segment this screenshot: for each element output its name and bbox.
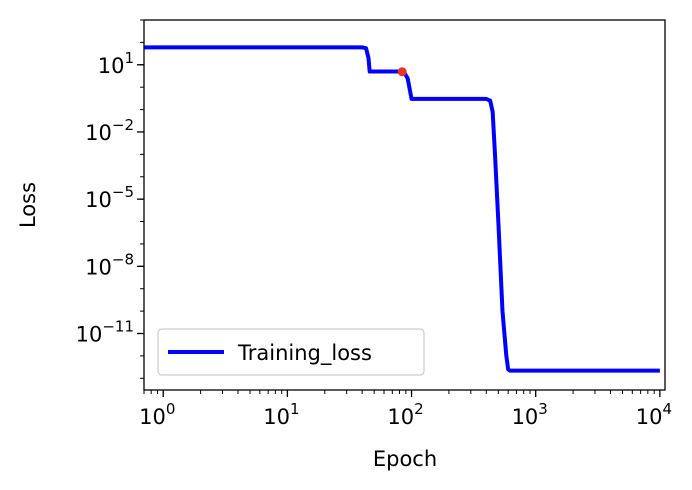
y-tick-exponent: −5 [112,183,134,201]
y-axis-label: Loss [16,182,40,228]
x-tick-label: 101 [263,400,299,429]
y-tick-exponent: −2 [112,116,134,134]
series-line-0 [144,45,660,373]
x-tick-label: 103 [512,400,548,429]
plot-frame [143,19,666,391]
y-tick-label: 10−2 [85,116,134,145]
x-tick-exponent: 1 [290,400,300,418]
x-tick-label: 102 [387,400,423,429]
y-tick-label: 101 [98,49,134,78]
y-tick-base: 10 [85,255,112,279]
y-tick-exponent: −11 [102,318,134,336]
x-tick-label: 104 [636,400,672,429]
y-tick-exponent: −8 [112,250,134,268]
y-tick-base: 10 [85,121,112,145]
x-tick-exponent: 4 [662,400,672,418]
legend: Training_loss [157,328,425,376]
y-tick-base: 10 [76,323,103,347]
x-tick-exponent: 2 [414,400,424,418]
x-axis: 100 101 102 103 104 [139,390,672,429]
highlight-point-0 [397,67,407,77]
y-tick-label: 10−11 [76,318,134,347]
legend-box [157,328,425,376]
legend-label: Training_loss [237,341,372,366]
x-tick-exponent: 0 [166,400,176,418]
y-tick-base: 10 [98,54,125,78]
y-tick-base: 10 [85,188,112,212]
x-tick-exponent: 3 [538,400,548,418]
plot-area [143,19,666,391]
x-axis-label: Epoch [373,447,437,471]
y-tick-label: 10−5 [85,183,134,212]
y-tick-exponent: 1 [124,49,134,67]
x-tick-label: 100 [139,400,175,429]
y-tick-label: 10−8 [85,250,134,279]
